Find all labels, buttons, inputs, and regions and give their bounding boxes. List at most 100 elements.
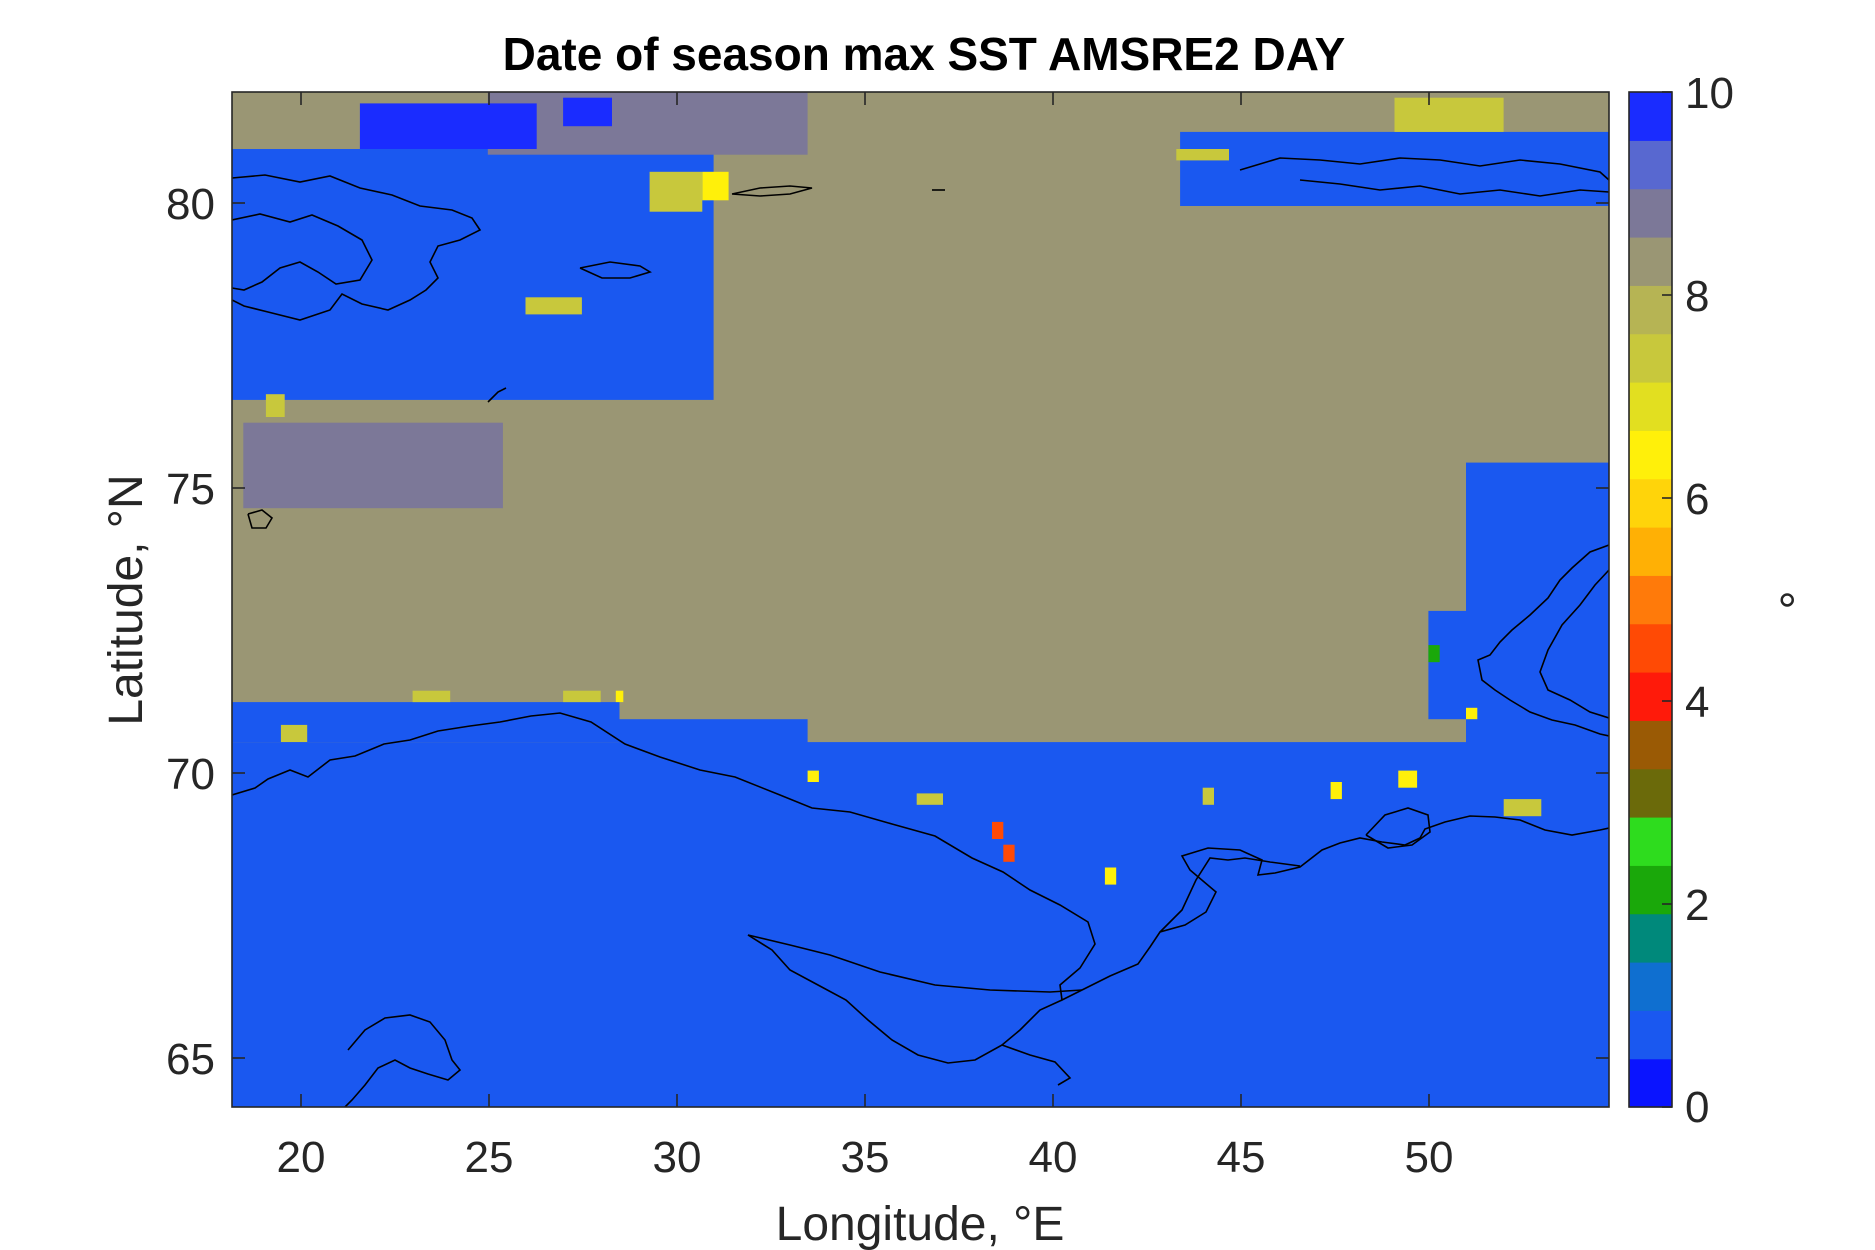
heatmap-cell xyxy=(807,770,819,782)
coastline-hopen xyxy=(487,387,507,403)
y-tick: 80 xyxy=(166,180,1609,229)
x-tick: 50 xyxy=(1405,92,1454,1182)
colorbar-swatch xyxy=(1629,672,1672,721)
colorbar-swatch xyxy=(1629,1058,1672,1108)
heatmap-cell xyxy=(563,690,601,703)
heatmap-cell xyxy=(1428,645,1440,663)
coastline-novaya-zemlya-inner xyxy=(1539,569,1609,719)
coastline-svalbard-west xyxy=(232,213,373,291)
y-tick-label: 80 xyxy=(166,180,215,229)
colorbar-swatch xyxy=(1629,1010,1672,1060)
x-tick-label: 30 xyxy=(653,1133,702,1182)
colorbar-swatch xyxy=(1629,285,1672,335)
colorbar-tick-label: 6 xyxy=(1685,475,1709,524)
heatmap-cell xyxy=(243,422,503,509)
coastline-bjornoya xyxy=(247,509,274,529)
heatmap-cell xyxy=(1127,782,1609,868)
colorbar-tick: 0 xyxy=(1662,1083,1709,1132)
x-tick: 20 xyxy=(277,92,326,1182)
heatmap-cell xyxy=(1180,131,1609,206)
y-tick: 65 xyxy=(166,1035,1609,1084)
colorbar-swatch xyxy=(1629,382,1672,431)
heatmap-cell xyxy=(1428,610,1466,720)
colorbar-swatch xyxy=(1629,527,1672,576)
colorbar: 0 2 4 6 8 10 ° xyxy=(1628,69,1802,1132)
colorbar-swatch xyxy=(1629,575,1672,625)
x-tick-label: 20 xyxy=(277,1133,326,1182)
y-axis-label: Latitude, °N xyxy=(100,474,153,725)
heatmap-cell xyxy=(1466,707,1478,720)
coastline-onega xyxy=(1001,999,1063,1046)
colorbar-swatch xyxy=(1629,962,1672,1011)
x-tick: 40 xyxy=(1029,92,1077,1182)
heatmap-cell xyxy=(359,103,537,149)
colorbar-swatch xyxy=(1629,865,1672,915)
colorbar-swatch xyxy=(1629,768,1672,818)
heatmap-cell xyxy=(619,719,808,788)
colorbar-swatch xyxy=(1629,720,1672,770)
x-tick-label: 45 xyxy=(1217,1133,1266,1182)
x-tick: 25 xyxy=(465,92,514,1182)
colorbar-frame xyxy=(1628,91,1673,1108)
heatmap-cell xyxy=(1466,462,1609,777)
heatmap-cell xyxy=(649,171,703,212)
heatmap-cell xyxy=(265,394,285,417)
x-tick: 35 xyxy=(841,92,890,1182)
colorbar-tick-label: 2 xyxy=(1685,881,1709,930)
colorbar-swatch xyxy=(1629,140,1672,190)
coastline-kong-karls xyxy=(579,261,652,279)
heatmap-cell xyxy=(1176,149,1229,161)
colorbar-tick: 4 xyxy=(1662,678,1709,727)
colorbar-swatch xyxy=(1629,92,1672,141)
heatmap-cell xyxy=(992,821,1004,839)
heatmap-cell xyxy=(1003,844,1015,862)
coastlines xyxy=(232,157,1609,1107)
y-tick-label: 75 xyxy=(166,465,215,514)
colorbar-tick-label: 0 xyxy=(1685,1083,1709,1132)
colorbar-swatch xyxy=(1629,913,1672,963)
colorbar-gradient xyxy=(1629,92,1672,1108)
heatmap-cell xyxy=(1104,867,1117,885)
x-tick: 30 xyxy=(653,92,702,1182)
heatmap-regions xyxy=(232,92,1609,1107)
coastline-franz-josef xyxy=(1239,157,1609,181)
colorbar-swatch xyxy=(1629,430,1672,480)
x-tick: 45 xyxy=(1217,92,1266,1182)
y-tick: 70 xyxy=(166,750,1609,799)
x-tick-label: 25 xyxy=(465,1133,514,1182)
colorbar-tick-label: 10 xyxy=(1685,69,1734,118)
colorbar-swatch xyxy=(1629,333,1672,383)
y-tick: 75 xyxy=(166,465,1609,514)
coastline-mainland xyxy=(232,712,1609,1002)
heatmap-cell xyxy=(615,690,624,703)
heatmap-cell xyxy=(280,724,308,742)
colorbar-swatch xyxy=(1629,817,1672,866)
heatmap-cell xyxy=(412,690,451,703)
colorbar-tick: 10 xyxy=(1662,69,1734,118)
colorbar-swatch xyxy=(1629,623,1672,673)
heatmap-cell xyxy=(916,793,943,805)
coastline-kola-bay xyxy=(747,934,1083,993)
colorbar-swatch xyxy=(1629,188,1672,238)
colorbar-label: ° xyxy=(1749,590,1802,609)
chart-title: Date of season max SST AMSRE2 DAY xyxy=(503,28,1346,80)
heatmap-cell xyxy=(1398,770,1418,788)
colorbar-swatch xyxy=(1629,237,1672,286)
colorbar-tick: 6 xyxy=(1662,475,1709,524)
colorbar-tick: 2 xyxy=(1662,881,1709,930)
heatmap-cell xyxy=(525,297,582,315)
colorbar-tick-label: 4 xyxy=(1685,678,1709,727)
heatmap-cell xyxy=(702,171,729,201)
x-axis: 20 25 30 35 40 45 50 xyxy=(277,92,1454,1182)
y-tick-label: 70 xyxy=(166,750,215,799)
x-tick-label: 35 xyxy=(841,1133,890,1182)
y-tick-label: 65 xyxy=(166,1035,215,1084)
coastline-kanin xyxy=(1159,857,1301,933)
x-axis-label: Longitude, °E xyxy=(776,1198,1065,1250)
heatmap-cell xyxy=(1202,787,1214,805)
heatmap-cell xyxy=(1394,97,1504,132)
x-tick-label: 50 xyxy=(1405,1133,1454,1182)
coastline-scandinavia-south xyxy=(344,1014,462,1107)
heatmap-cell xyxy=(487,92,808,155)
